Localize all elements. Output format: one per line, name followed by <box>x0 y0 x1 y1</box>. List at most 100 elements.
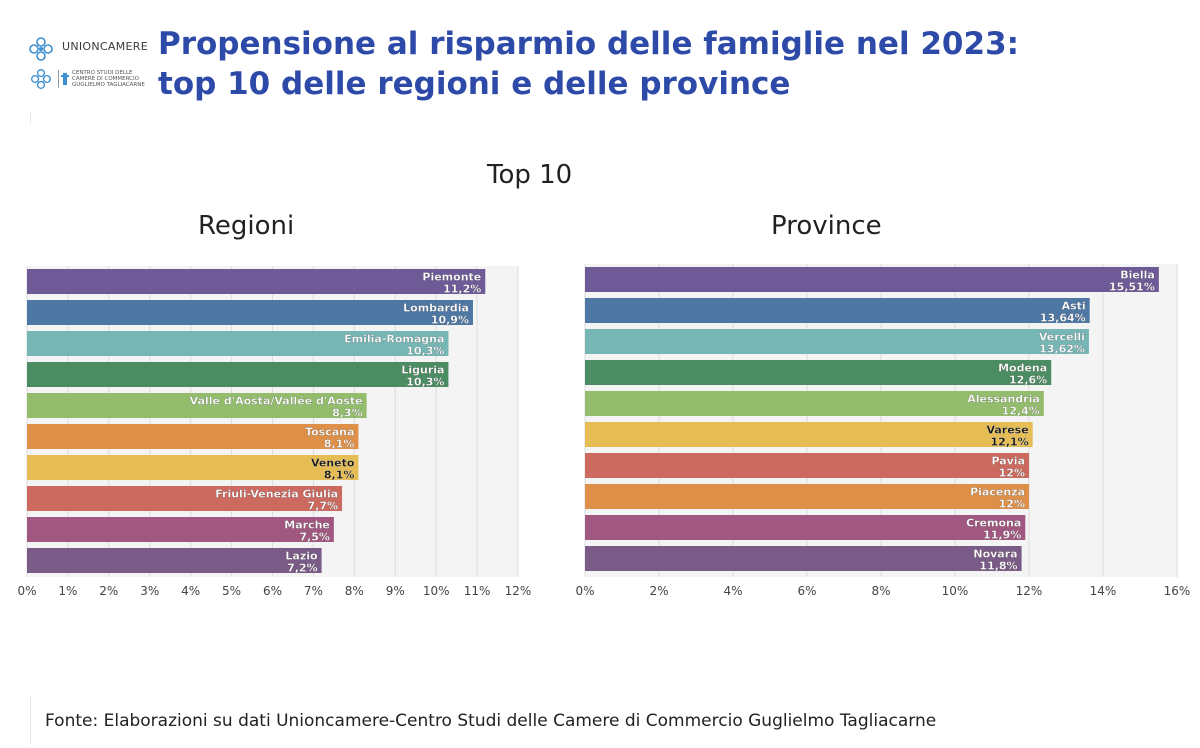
x-tick-label: 5% <box>222 584 241 598</box>
x-tick-label: 14% <box>1090 584 1117 598</box>
bar-category-label: Veneto <box>311 457 355 470</box>
x-tick-label: 4% <box>181 584 200 598</box>
bar-rect[interactable] <box>585 391 1044 416</box>
bar-rect[interactable] <box>585 360 1052 385</box>
bar-rect[interactable] <box>27 300 473 325</box>
bar-rect[interactable] <box>27 269 486 294</box>
chart-regioni: 0% 1% 2% 3% 4% 5% 6% 7% 8% 9% 10% 11% 12% Piemonte11,… <box>17 266 532 598</box>
bar-rect[interactable] <box>585 298 1090 323</box>
bar-value-label: 12,6% <box>1009 374 1047 387</box>
bar-value-label: 12,4% <box>1002 405 1040 418</box>
bar-category-label: Toscana <box>305 426 354 439</box>
bar-value-label: 8,3% <box>332 407 363 420</box>
overall-subtitle: Top 10 <box>487 160 573 190</box>
unioncamere-flower-icon <box>29 37 53 61</box>
bar-category-label: Lazio <box>285 550 318 563</box>
bar-category-label: Friuli-Venezia Giulia <box>215 488 338 501</box>
bar-value-label: 12,1% <box>991 436 1029 449</box>
bar-category-label: Pavia <box>991 455 1025 468</box>
bar-value-label: 7,5% <box>299 531 330 544</box>
bar-rect[interactable] <box>27 548 322 573</box>
bar-value-label: 7,7% <box>308 500 339 513</box>
bar-rect[interactable] <box>585 546 1022 571</box>
x-tick-label: 8% <box>345 584 364 598</box>
bar-rect[interactable] <box>27 393 367 418</box>
bar-value-label: 8,1% <box>324 438 355 451</box>
footer-divider <box>30 695 31 745</box>
x-tick-label: 2% <box>649 584 668 598</box>
bar-rect[interactable] <box>27 486 343 511</box>
page-title: Propensione al risparmio delle famiglie … <box>158 26 1020 102</box>
bar-rect[interactable] <box>585 484 1029 509</box>
bar-value-label: 11,2% <box>443 283 481 296</box>
x-tick-label: 6% <box>797 584 816 598</box>
x-tick-label: 7% <box>304 584 323 598</box>
x-tick-label: 0% <box>575 584 594 598</box>
x-tick-label: 16% <box>1164 584 1191 598</box>
bar-category-label: Asti <box>1062 300 1086 313</box>
x-tick-label: 9% <box>386 584 405 598</box>
bar-category-label: Valle d'Aosta/Vallée d'Aoste <box>190 395 363 408</box>
bar-category-label: Cremona <box>966 517 1021 530</box>
bar-rect[interactable] <box>27 424 359 449</box>
unioncamere-logo: UNIONCAMERE CENTRO STUDI DELLE CAMERE DI… <box>28 34 148 94</box>
source-note: Fonte: Elaborazioni su dati Unioncamere-… <box>45 711 937 731</box>
bar-rect[interactable] <box>27 455 359 480</box>
bar-value-label: 7,2% <box>287 562 318 575</box>
bar-rect[interactable] <box>585 422 1033 447</box>
chart-title-regioni: Regioni <box>198 211 295 241</box>
bar-category-label: Lombardia <box>403 302 469 315</box>
x-tick-label: 10% <box>423 584 450 598</box>
bar-rect[interactable] <box>585 329 1089 354</box>
bar-value-label: 11,8% <box>979 560 1017 573</box>
tagliacarne-mark-icon <box>58 70 69 88</box>
x-tick-label: 0% <box>17 584 36 598</box>
bar-value-label: 10,9% <box>431 314 469 327</box>
bar-rect[interactable] <box>585 453 1029 478</box>
x-tick-label: 12% <box>1016 584 1043 598</box>
bar-value-label: 10,3% <box>406 345 444 358</box>
bar-rect[interactable] <box>585 515 1026 540</box>
chart-title-province: Province <box>771 211 882 241</box>
bar-category-label: Liguria <box>401 364 444 377</box>
bar-value-label: 12% <box>999 498 1025 511</box>
x-tick-label: 4% <box>723 584 742 598</box>
bar-category-label: Novara <box>973 548 1017 561</box>
bar-rect[interactable] <box>27 517 334 542</box>
bar-rect[interactable] <box>27 331 449 356</box>
bar-value-label: 10,3% <box>406 376 444 389</box>
x-tick-label: 3% <box>140 584 159 598</box>
x-tick-label: 12% <box>505 584 532 598</box>
bar-category-label: Vercelli <box>1039 331 1085 344</box>
bar-value-label: 11,9% <box>983 529 1021 542</box>
bar-value-label: 15,51% <box>1109 281 1155 294</box>
bar-category-label: Marche <box>284 519 330 532</box>
x-tick-label: 2% <box>99 584 118 598</box>
bar-rect[interactable] <box>27 362 449 387</box>
x-tick-label: 11% <box>464 584 491 598</box>
bar-category-label: Emilia-Romagna <box>344 333 444 346</box>
x-tick-label: 10% <box>942 584 969 598</box>
bar-rect[interactable] <box>585 267 1159 292</box>
